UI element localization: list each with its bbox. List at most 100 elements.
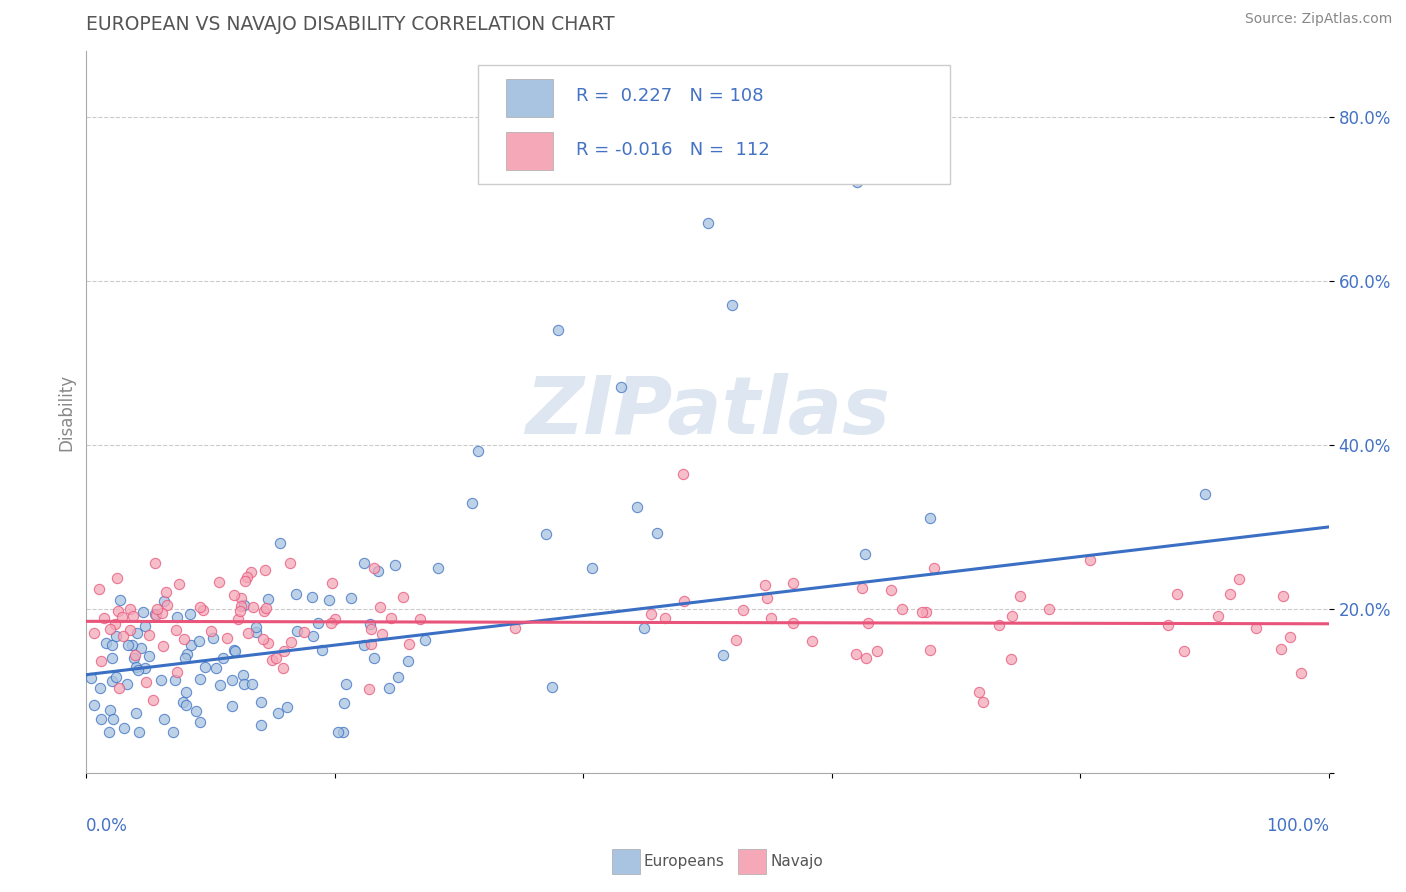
Point	[1001, 609, 1024, 624]
Point	[271, 661, 294, 675]
Point	[250, 717, 273, 731]
Point	[152, 639, 174, 653]
Point	[233, 574, 256, 588]
Point	[232, 598, 254, 612]
Point	[125, 706, 148, 721]
Point	[1271, 589, 1294, 603]
Point	[1078, 553, 1101, 567]
Point	[83, 698, 105, 712]
Point	[172, 695, 194, 709]
Point	[357, 681, 380, 696]
Point	[1219, 586, 1241, 600]
Point	[101, 639, 124, 653]
Point	[155, 584, 177, 599]
Point	[188, 714, 211, 729]
Point	[125, 625, 148, 640]
Point	[180, 638, 202, 652]
Point	[226, 611, 249, 625]
Point	[191, 603, 214, 617]
Point	[363, 561, 385, 575]
Point	[186, 704, 208, 718]
Point	[105, 571, 128, 585]
Point	[640, 607, 662, 622]
Point	[1166, 587, 1188, 601]
Point	[301, 590, 323, 604]
Point	[104, 616, 127, 631]
Text: 100.0%: 100.0%	[1265, 816, 1329, 835]
Point	[208, 678, 231, 692]
Point	[856, 616, 879, 631]
Point	[1227, 572, 1250, 586]
Point	[253, 563, 276, 577]
Point	[173, 632, 195, 647]
Point	[108, 592, 131, 607]
Point	[328, 725, 350, 739]
Point	[1008, 589, 1031, 603]
Point	[392, 590, 415, 604]
Point	[149, 673, 172, 687]
Point	[761, 611, 783, 625]
Point	[851, 581, 873, 595]
Point	[112, 721, 135, 735]
Point	[711, 648, 734, 663]
Point	[145, 607, 167, 622]
Point	[117, 638, 139, 652]
Point	[267, 706, 290, 721]
Point	[112, 629, 135, 643]
FancyBboxPatch shape	[478, 65, 950, 185]
Text: R = -0.016   N =  112: R = -0.016 N = 112	[576, 141, 769, 159]
Point	[733, 603, 755, 617]
Point	[1156, 617, 1178, 632]
Point	[754, 578, 776, 592]
Point	[245, 625, 267, 640]
Point	[142, 692, 165, 706]
Point	[211, 651, 233, 665]
FancyBboxPatch shape	[506, 79, 554, 117]
Point	[100, 622, 122, 636]
Point	[353, 556, 375, 570]
Point	[93, 610, 115, 624]
Point	[107, 681, 129, 696]
Point	[146, 602, 169, 616]
Point	[143, 607, 166, 622]
Point	[782, 575, 804, 590]
Point	[222, 588, 245, 602]
Point	[89, 681, 111, 695]
Point	[90, 712, 112, 726]
Point	[120, 602, 142, 616]
Point	[914, 605, 936, 619]
Point	[918, 643, 941, 657]
Point	[134, 619, 156, 633]
Point	[200, 624, 222, 639]
Point	[269, 536, 291, 550]
Point	[853, 547, 876, 561]
FancyBboxPatch shape	[506, 132, 554, 169]
Point	[1270, 642, 1292, 657]
Point	[1206, 609, 1229, 624]
Point	[236, 570, 259, 584]
Point	[262, 653, 284, 667]
Point	[264, 650, 287, 665]
Text: R =  0.227   N = 108: R = 0.227 N = 108	[576, 87, 763, 104]
Point	[540, 680, 562, 694]
Point	[891, 602, 914, 616]
Point	[129, 641, 152, 656]
Point	[256, 592, 278, 607]
Point	[672, 594, 695, 608]
Point	[128, 725, 150, 739]
Point	[273, 644, 295, 658]
Point	[156, 598, 179, 612]
Point	[229, 604, 252, 618]
Point	[176, 647, 198, 661]
Point	[162, 725, 184, 739]
Point	[97, 725, 120, 739]
Point	[120, 623, 142, 637]
Point	[188, 633, 211, 648]
Point	[845, 175, 868, 189]
Point	[363, 651, 385, 665]
Point	[1173, 643, 1195, 657]
Point	[90, 654, 112, 668]
Point	[323, 612, 346, 626]
Point	[398, 637, 420, 651]
Point	[922, 561, 945, 575]
